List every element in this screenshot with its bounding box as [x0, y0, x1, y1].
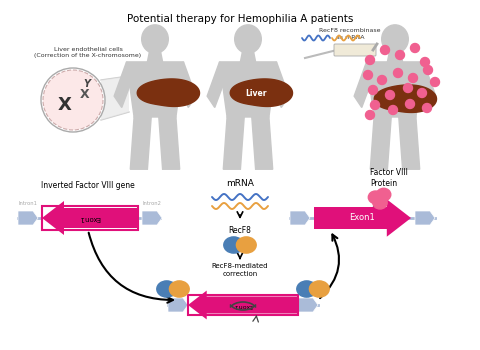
Circle shape	[404, 84, 412, 92]
Text: mRNA: mRNA	[226, 179, 254, 188]
Polygon shape	[219, 62, 276, 117]
Circle shape	[369, 85, 377, 94]
Circle shape	[420, 57, 430, 66]
Ellipse shape	[368, 191, 383, 204]
Polygon shape	[269, 62, 289, 107]
Polygon shape	[127, 62, 183, 117]
Circle shape	[408, 74, 418, 83]
Text: Liver endothelial cells
(Correction of the X-chromosome): Liver endothelial cells (Correction of t…	[35, 47, 142, 58]
Text: RecF8: RecF8	[228, 226, 252, 235]
Polygon shape	[137, 79, 200, 106]
Text: Liver: Liver	[245, 90, 267, 98]
Polygon shape	[223, 117, 244, 169]
Polygon shape	[101, 76, 129, 120]
Circle shape	[365, 111, 374, 119]
Ellipse shape	[235, 25, 261, 53]
Text: Exon1: Exon1	[349, 214, 375, 223]
Ellipse shape	[142, 25, 168, 53]
Ellipse shape	[297, 281, 317, 297]
Text: RecF8-mediated
correction: RecF8-mediated correction	[212, 263, 268, 277]
Polygon shape	[416, 62, 436, 107]
Ellipse shape	[236, 237, 256, 253]
Polygon shape	[374, 85, 436, 112]
Polygon shape	[188, 290, 298, 320]
Circle shape	[377, 76, 386, 84]
Polygon shape	[230, 79, 292, 106]
Polygon shape	[142, 211, 162, 225]
Polygon shape	[314, 199, 411, 237]
Text: RecF8 recombinase
as mRNA: RecF8 recombinase as mRNA	[319, 28, 381, 40]
Circle shape	[41, 68, 105, 132]
Circle shape	[418, 89, 427, 98]
Circle shape	[363, 70, 372, 79]
Text: Potential therapy for Hemophilia A patients: Potential therapy for Hemophilia A patie…	[127, 14, 353, 24]
Circle shape	[423, 65, 432, 75]
Circle shape	[381, 46, 389, 55]
Circle shape	[396, 50, 405, 60]
Circle shape	[406, 99, 415, 108]
Text: Intron2: Intron2	[143, 201, 161, 206]
Text: Y: Y	[84, 79, 91, 89]
Text: X: X	[80, 89, 90, 101]
Polygon shape	[252, 117, 273, 169]
Polygon shape	[168, 298, 188, 312]
Ellipse shape	[310, 281, 329, 297]
Ellipse shape	[224, 237, 243, 253]
Circle shape	[385, 91, 395, 99]
Polygon shape	[114, 62, 134, 107]
Circle shape	[410, 43, 420, 52]
FancyBboxPatch shape	[42, 206, 138, 230]
Circle shape	[394, 69, 403, 77]
Ellipse shape	[373, 196, 387, 209]
Polygon shape	[367, 62, 423, 117]
Polygon shape	[399, 117, 420, 169]
Polygon shape	[207, 62, 227, 107]
Text: Exon1: Exon1	[233, 302, 252, 308]
FancyBboxPatch shape	[334, 44, 376, 56]
Circle shape	[43, 70, 103, 130]
Polygon shape	[290, 211, 310, 225]
Text: Intron1: Intron1	[19, 201, 37, 206]
Polygon shape	[147, 52, 163, 62]
Circle shape	[371, 100, 380, 110]
Polygon shape	[298, 298, 318, 312]
Circle shape	[365, 56, 374, 64]
Polygon shape	[42, 201, 138, 235]
Polygon shape	[370, 117, 391, 169]
Polygon shape	[415, 211, 435, 225]
Polygon shape	[176, 62, 196, 107]
Ellipse shape	[376, 188, 391, 201]
Polygon shape	[18, 211, 38, 225]
FancyBboxPatch shape	[188, 295, 298, 315]
Polygon shape	[240, 52, 255, 62]
Ellipse shape	[157, 281, 177, 297]
Text: Exon1: Exon1	[79, 215, 101, 221]
Polygon shape	[354, 62, 374, 107]
Circle shape	[422, 104, 432, 112]
Text: X: X	[58, 96, 72, 114]
Text: Factor VIII
Protein: Factor VIII Protein	[370, 168, 408, 188]
Polygon shape	[159, 117, 180, 169]
Polygon shape	[130, 117, 151, 169]
Circle shape	[431, 77, 440, 86]
Text: Inverted Factor VIII gene: Inverted Factor VIII gene	[41, 181, 135, 190]
Ellipse shape	[382, 25, 408, 53]
Ellipse shape	[169, 281, 189, 297]
Polygon shape	[387, 52, 403, 62]
Circle shape	[388, 105, 397, 114]
